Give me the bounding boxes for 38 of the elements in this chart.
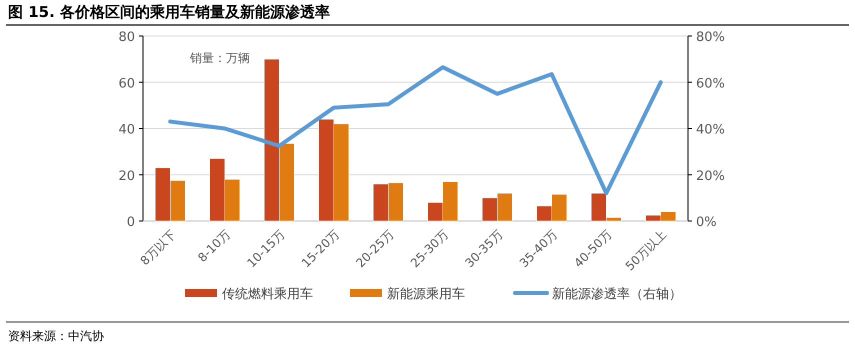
bar <box>224 179 240 222</box>
chart-title: 图 15. 各价格区间的乘用车销量及新能源渗透率 <box>8 3 330 21</box>
bar <box>497 193 512 222</box>
bar <box>646 214 661 222</box>
bar <box>279 143 294 222</box>
y-tick-label: 60 <box>118 76 135 92</box>
y-tick-label: 0 <box>126 215 135 230</box>
bar <box>170 180 186 222</box>
bar <box>428 202 443 222</box>
text: 资料来源：中汽协 <box>8 329 104 343</box>
bar <box>591 193 606 222</box>
legend-label: 传统燃料乘用车 <box>222 287 313 302</box>
bar <box>318 119 334 222</box>
bar <box>552 194 567 222</box>
bar <box>373 184 388 222</box>
legend-label: 新能源乘用车 <box>387 287 465 302</box>
bar <box>536 206 552 222</box>
bar <box>660 212 676 222</box>
bar <box>210 158 225 222</box>
y2-tick-label: 80% <box>696 30 725 45</box>
bar <box>155 168 170 222</box>
bar <box>388 182 404 222</box>
annotation: 销量：万辆 <box>189 51 250 65</box>
y-tick-label: 80 <box>118 30 135 45</box>
y2-tick-label: 40% <box>696 122 725 138</box>
x-tick-label: 8万以下 <box>138 227 178 268</box>
bar <box>442 181 458 222</box>
y2-tick-label: 20% <box>696 168 725 184</box>
x-tick-label: 50万以上 <box>622 227 669 274</box>
bar <box>482 198 498 222</box>
y-tick-label: 40 <box>118 122 135 138</box>
bar <box>606 217 622 222</box>
y2-tick-label: 0% <box>696 215 717 230</box>
legend-label: 新能源渗透率（右轴） <box>552 286 682 302</box>
y-tick-label: 20 <box>118 168 135 184</box>
bar <box>264 58 280 222</box>
bar <box>334 124 349 222</box>
y2-tick-label: 60% <box>696 76 725 92</box>
